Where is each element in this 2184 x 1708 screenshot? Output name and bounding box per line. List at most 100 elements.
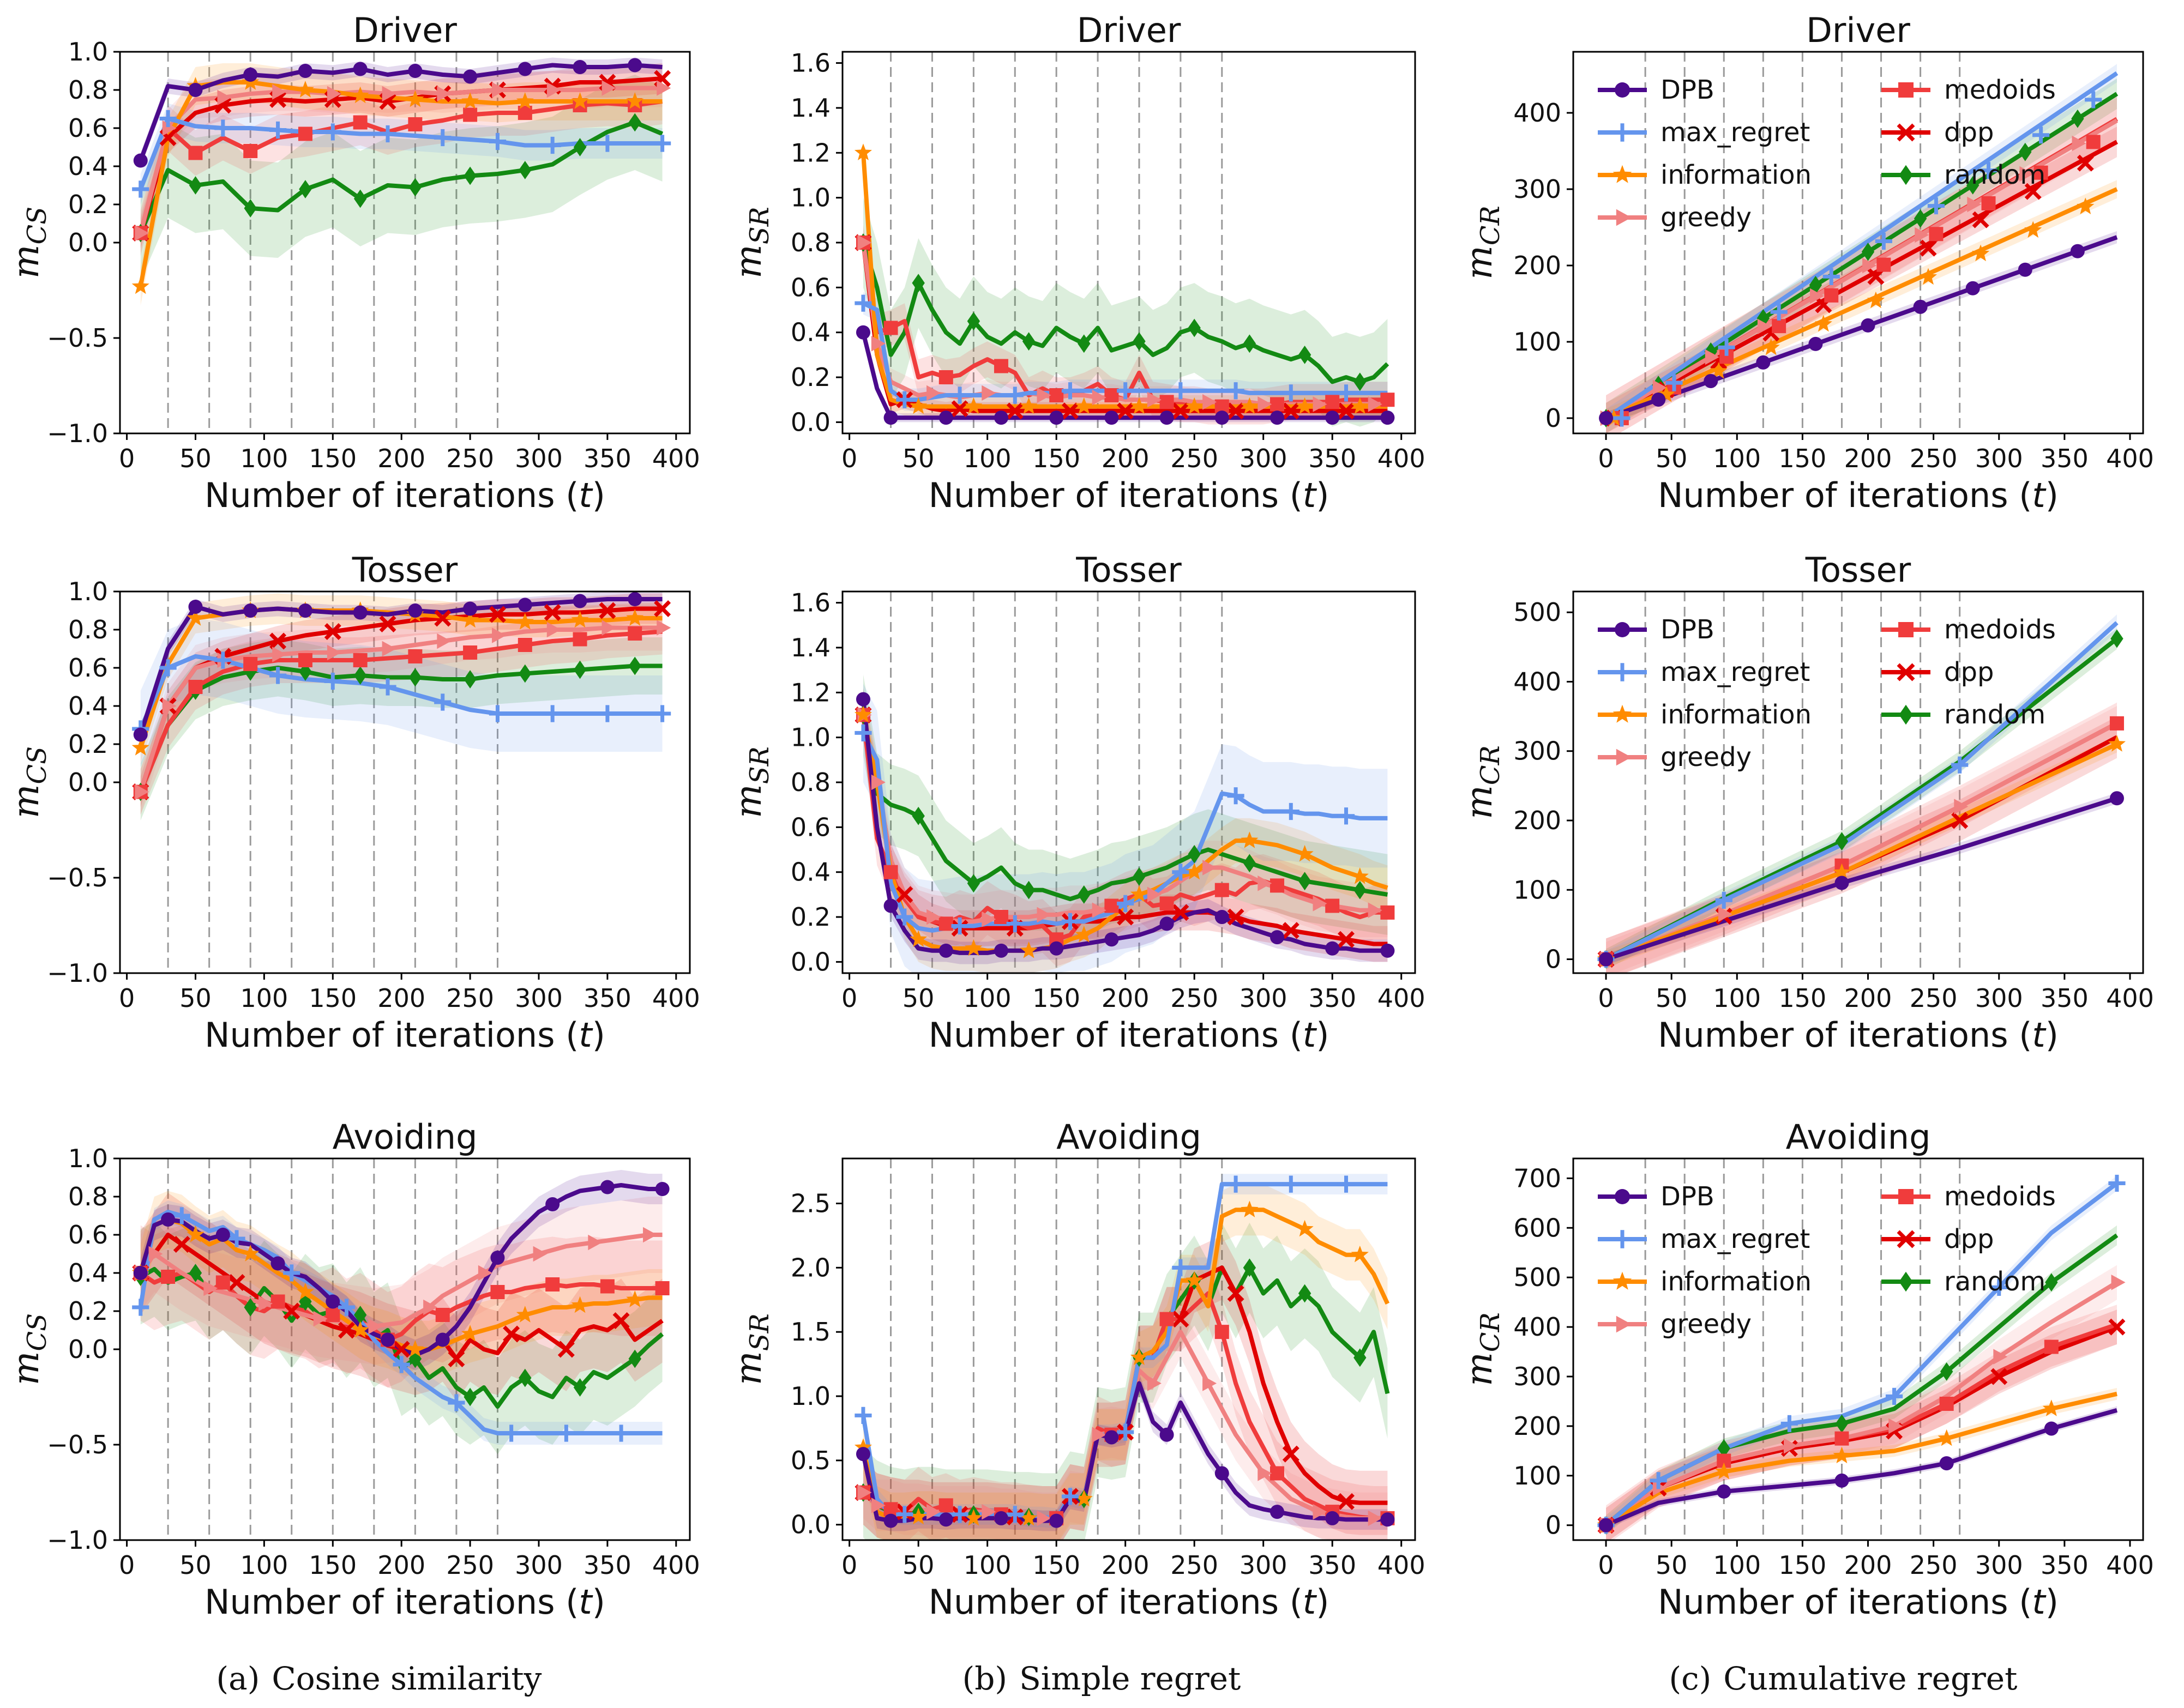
marker-medoids: [490, 1285, 505, 1299]
marker-max_regret: [503, 1425, 520, 1442]
marker-max_regret: [379, 678, 396, 696]
marker-greedy: [1783, 1438, 1798, 1454]
x-axis-label-text: Number of iterations (: [1658, 1015, 2032, 1055]
legend-marker-dpp: [1897, 1230, 1915, 1248]
marker-greedy: [2072, 135, 2086, 152]
marker-max_regret: [173, 1207, 190, 1224]
marker-random: [1809, 275, 1822, 294]
marker-random: [1353, 880, 1367, 900]
marker-max_regret: [599, 705, 616, 722]
marker-information: [910, 1507, 928, 1525]
y-tick-label: 300: [1513, 1362, 1561, 1391]
band-random: [863, 1222, 1388, 1540]
marker-greedy: [533, 1246, 547, 1262]
marker-greedy: [1810, 288, 1825, 304]
marker-information: [2077, 197, 2095, 214]
x-tick-label: 0: [841, 1550, 857, 1580]
marker-max_regret: [269, 121, 287, 139]
y-axis-label-main: m: [5, 784, 47, 819]
marker-max_regret: [612, 1425, 630, 1442]
marker-dpp: [1117, 402, 1134, 420]
marker-greedy: [1147, 886, 1162, 903]
marker-information: [910, 930, 928, 947]
marker-greedy: [162, 698, 177, 714]
y-tick-label: 0.8: [791, 768, 831, 797]
caption-a: (a) Cosine similarity: [106, 1660, 652, 1697]
marker-max_regret: [283, 1264, 300, 1282]
marker-DPB: [994, 1511, 1008, 1525]
marker-dpp: [1227, 402, 1244, 420]
legend-label-medoids: medoids: [1944, 1181, 2056, 1212]
marker-greedy: [1147, 391, 1162, 408]
y-tick-label: 0.2: [791, 363, 831, 392]
marker-DPB: [1599, 1518, 1614, 1532]
plot-area: [131, 57, 671, 306]
x-tick-label: 200: [1102, 983, 1150, 1013]
y-tick-label: 1.0: [791, 1381, 831, 1411]
y-tick-label: −0.5: [47, 1430, 108, 1459]
y-tick-label: 1.4: [791, 633, 831, 662]
x-axis-label: Number of iterations (t): [204, 475, 605, 515]
marker-greedy: [1037, 907, 1051, 923]
x-axis-label-var: t: [579, 1582, 593, 1622]
marker-dpp: [951, 400, 968, 418]
marker-DPB: [1325, 411, 1340, 425]
marker-dpp: [1282, 1445, 1299, 1463]
marker-greedy: [1202, 1375, 1217, 1391]
marker-dpp: [2024, 183, 2042, 200]
marker-random: [408, 1349, 422, 1368]
marker-DPB: [2109, 791, 2124, 806]
chart-b3: Avoiding 0 50 100 150 200 250 300 350 400 0.0 0.5 1.…: [727, 1117, 1425, 1622]
marker-information: [571, 92, 589, 109]
marker-DPB: [856, 325, 870, 340]
plot-area: [854, 141, 1395, 427]
marker-random: [1078, 334, 1091, 353]
marker-DPB: [600, 1180, 615, 1194]
marker-random: [1243, 334, 1256, 353]
marker-random: [1243, 854, 1256, 873]
marker-max_regret: [1227, 787, 1244, 805]
line-information: [1605, 1391, 2117, 1528]
legend-label-dpp: dpp: [1944, 1224, 1994, 1254]
marker-greedy: [871, 774, 886, 790]
marker-greedy: [1147, 1375, 1162, 1391]
band-dpp: [1606, 1309, 2117, 1540]
marker-DPB: [2018, 262, 2032, 277]
marker-medoids: [2044, 1339, 2059, 1354]
marker-max_regret: [1227, 1175, 1244, 1193]
x-tick-label: 100: [964, 1550, 1012, 1580]
marker-greedy: [1368, 902, 1382, 919]
chart-b2: Tosser 0 50 100 150 200 250 300 350 400 0.0 0.2 0.4 0…: [727, 550, 1425, 1055]
marker-max_regret: [1227, 382, 1244, 400]
marker-max_regret: [2085, 91, 2102, 108]
y-tick-label: 0.0: [68, 768, 108, 797]
marker-information: [186, 609, 204, 626]
x-tick-label: 50: [1656, 1550, 1688, 1580]
marker-medoids: [938, 916, 953, 931]
chart-title: Avoiding: [1056, 1117, 1201, 1157]
marker-random: [1078, 885, 1091, 904]
y-axis-label: mCS: [5, 746, 52, 818]
marker-max_regret: [324, 672, 341, 690]
marker-random: [1298, 872, 1311, 891]
marker-DPB: [1651, 392, 1666, 407]
band-greedy: [1606, 706, 2117, 973]
y-axis-label: mCR: [1458, 745, 1506, 819]
band-medoids: [1606, 702, 2117, 973]
x-tick-label: 350: [2041, 983, 2089, 1013]
marker-DPB: [1704, 373, 1718, 388]
marker-max_regret: [448, 1394, 465, 1411]
marker-greedy: [871, 335, 886, 352]
plot-area: [1597, 614, 2126, 973]
marker-greedy: [601, 80, 616, 96]
marker-information: [186, 1226, 204, 1242]
marker-random: [1940, 1362, 1953, 1381]
marker-dpp: [228, 1274, 245, 1291]
marker-max_regret: [951, 917, 968, 935]
y-tick-label: 200: [1513, 1411, 1561, 1441]
y-tick-label: −0.5: [47, 863, 108, 892]
x-axis-label: Number of iterations (t): [1658, 1582, 2059, 1622]
marker-dpp: [1990, 1368, 2008, 1385]
x-axis-label-text: Number of iterations (: [204, 1015, 579, 1055]
x-tick-label: 300: [1975, 1550, 2023, 1580]
